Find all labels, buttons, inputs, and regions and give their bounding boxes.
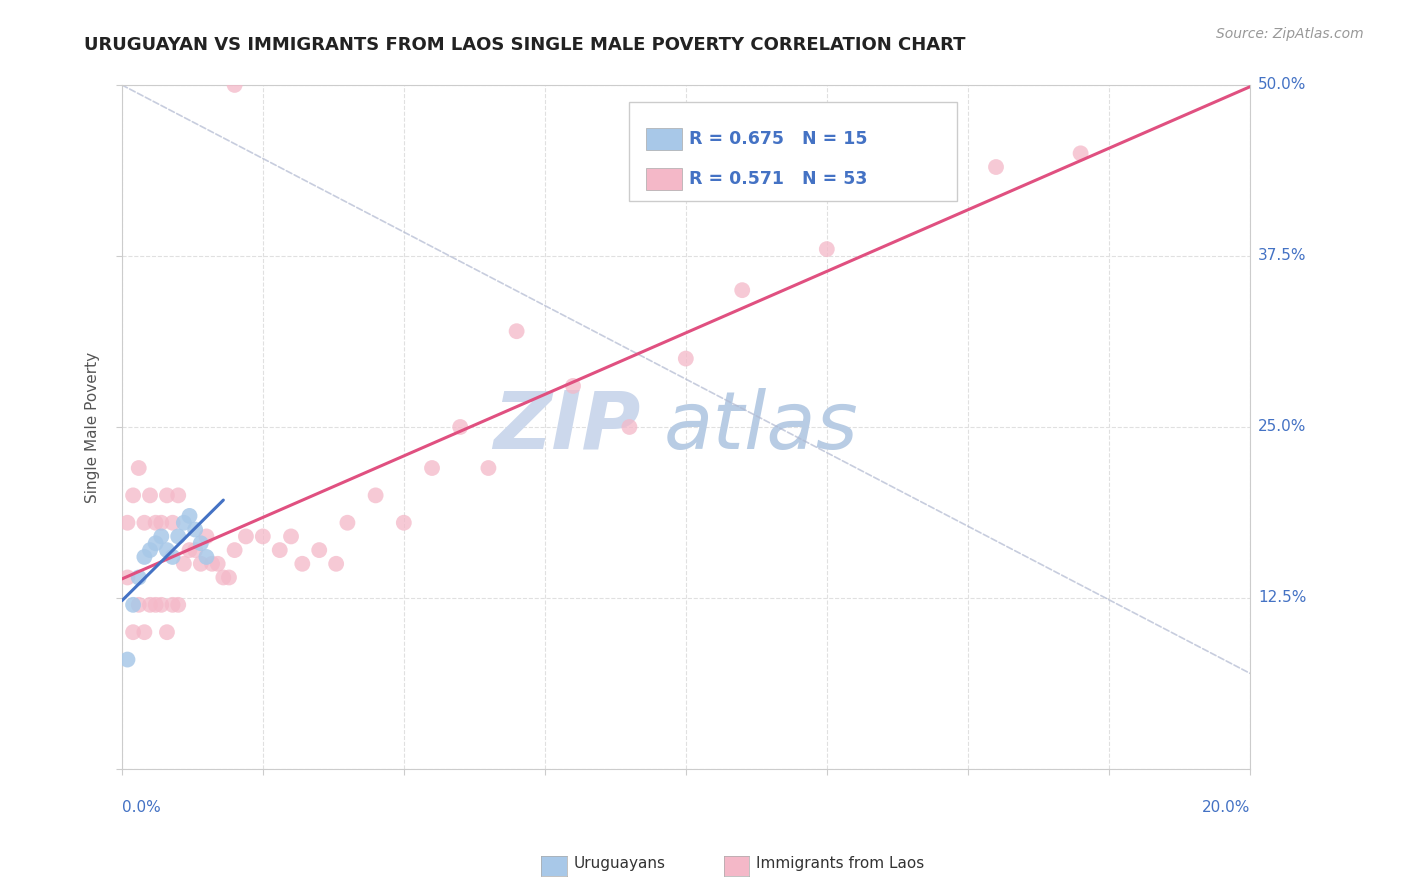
Point — [150, 516, 173, 530]
Point — [619, 420, 641, 434]
Point — [195, 529, 218, 543]
Point — [449, 420, 471, 434]
Point — [325, 557, 347, 571]
Point — [731, 283, 754, 297]
Point — [167, 529, 190, 543]
Point — [308, 543, 330, 558]
Point — [122, 625, 145, 640]
Text: 37.5%: 37.5% — [1258, 249, 1306, 263]
Point — [179, 508, 201, 523]
Point — [207, 557, 229, 571]
Text: R = 0.675   N = 15: R = 0.675 N = 15 — [689, 130, 868, 148]
Point — [212, 570, 235, 584]
Point — [134, 625, 156, 640]
Point — [224, 543, 246, 558]
Point — [162, 549, 184, 564]
Point — [815, 242, 838, 256]
Point — [477, 461, 499, 475]
Point — [145, 516, 167, 530]
Point — [145, 598, 167, 612]
Point — [1070, 146, 1092, 161]
Point — [139, 598, 162, 612]
Point — [122, 598, 145, 612]
Point — [184, 543, 207, 558]
Point — [162, 598, 184, 612]
Point — [156, 625, 179, 640]
Text: R = 0.571   N = 53: R = 0.571 N = 53 — [689, 169, 868, 187]
Point — [195, 549, 218, 564]
Point — [173, 557, 195, 571]
Point — [139, 543, 162, 558]
FancyBboxPatch shape — [630, 102, 956, 202]
Point — [505, 324, 527, 338]
Point — [156, 543, 179, 558]
Point — [122, 488, 145, 502]
Point — [179, 543, 201, 558]
Point — [420, 461, 443, 475]
Point — [128, 461, 150, 475]
Text: 20.0%: 20.0% — [1202, 799, 1250, 814]
Point — [392, 516, 415, 530]
Point — [156, 488, 179, 502]
Point — [224, 78, 246, 92]
Point — [190, 557, 212, 571]
Text: Source: ZipAtlas.com: Source: ZipAtlas.com — [1216, 27, 1364, 41]
Point — [117, 652, 139, 666]
Point — [167, 598, 190, 612]
Y-axis label: Single Male Poverty: Single Male Poverty — [86, 351, 100, 502]
Point — [184, 523, 207, 537]
Point — [675, 351, 697, 366]
Point — [162, 516, 184, 530]
Point — [218, 570, 240, 584]
FancyBboxPatch shape — [647, 128, 682, 150]
Point — [134, 549, 156, 564]
Point — [336, 516, 359, 530]
Point — [280, 529, 302, 543]
Text: atlas: atlas — [664, 388, 858, 466]
Point — [117, 570, 139, 584]
Text: Uruguayans: Uruguayans — [574, 856, 665, 871]
FancyBboxPatch shape — [647, 168, 682, 190]
Point — [117, 516, 139, 530]
Text: ZIP: ZIP — [494, 388, 641, 466]
Point — [128, 598, 150, 612]
Point — [984, 160, 1007, 174]
Point — [139, 488, 162, 502]
Point — [150, 598, 173, 612]
Point — [173, 516, 195, 530]
Point — [291, 557, 314, 571]
Point — [128, 570, 150, 584]
Point — [235, 529, 257, 543]
Point — [150, 529, 173, 543]
Text: 50.0%: 50.0% — [1258, 78, 1306, 93]
Point — [190, 536, 212, 550]
Point — [252, 529, 274, 543]
Text: Immigrants from Laos: Immigrants from Laos — [756, 856, 925, 871]
Text: 25.0%: 25.0% — [1258, 419, 1306, 434]
Point — [145, 536, 167, 550]
Point — [269, 543, 291, 558]
Text: URUGUAYAN VS IMMIGRANTS FROM LAOS SINGLE MALE POVERTY CORRELATION CHART: URUGUAYAN VS IMMIGRANTS FROM LAOS SINGLE… — [84, 36, 966, 54]
Point — [167, 488, 190, 502]
Text: 12.5%: 12.5% — [1258, 591, 1306, 606]
Point — [201, 557, 224, 571]
Point — [364, 488, 387, 502]
Point — [134, 516, 156, 530]
Text: 0.0%: 0.0% — [122, 799, 160, 814]
Point — [562, 379, 585, 393]
Point — [900, 174, 922, 188]
